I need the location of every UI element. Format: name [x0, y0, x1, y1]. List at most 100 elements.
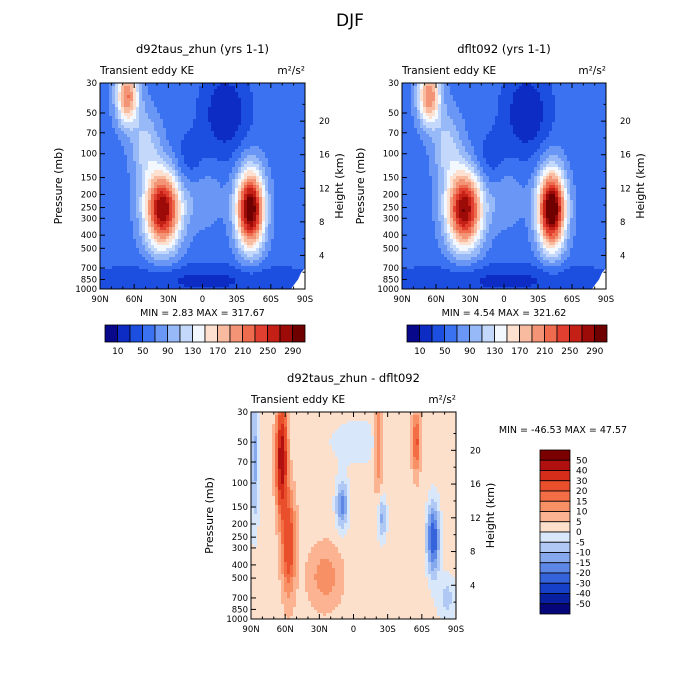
panel-title: dflt092 (yrs 1-1)	[457, 42, 551, 56]
colorbar-swatch	[539, 562, 571, 574]
panel-subtitle: Transient eddy KE	[99, 65, 194, 77]
colorbar-swatch	[581, 324, 595, 343]
y-axis-label-height: Height (km)	[484, 483, 497, 549]
main-title: DJF	[336, 11, 364, 31]
colorbar-label: 50	[137, 347, 149, 357]
pressure-tick-label: 1000	[75, 285, 97, 295]
colorbar-swatch	[419, 324, 433, 343]
colorbar-label: -5	[576, 538, 585, 548]
x-tick-label: 0	[200, 295, 205, 305]
panel-units: m²/s²	[578, 65, 606, 77]
colorbar-swatch	[531, 324, 545, 343]
x-tick-label: 30N	[461, 295, 478, 305]
y-axis-label-pressure: Pressure (mb)	[354, 148, 367, 225]
colorbar-label: 5	[576, 518, 582, 528]
colorbar-swatch	[204, 324, 218, 343]
colorbar-label: 10	[414, 347, 426, 357]
colorbar-swatch	[279, 324, 293, 343]
colorbar-label: 0	[576, 528, 582, 538]
topography-mask	[592, 268, 606, 289]
height-tick-label: 4	[319, 251, 324, 261]
pressure-tick-label: 70	[388, 129, 399, 139]
pressure-tick-label: 250	[81, 204, 97, 214]
colorbar-swatch	[506, 324, 520, 343]
pressure-tick-label: 150	[383, 174, 399, 184]
min-max-stats: MIN = 2.83 MAX = 317.67	[140, 308, 265, 319]
pressure-tick-label: 200	[81, 190, 97, 200]
colorbar-label: -15	[576, 559, 591, 569]
pressure-tick-label: 100	[383, 150, 399, 160]
colorbar-label: -10	[576, 549, 591, 559]
colorbar-swatch	[539, 511, 571, 523]
height-tick-label: 12	[319, 184, 330, 194]
x-tick-label: 60S	[564, 295, 580, 305]
pressure-tick-label: 70	[86, 129, 97, 139]
colorbar-label: 90	[162, 347, 174, 357]
height-tick-label: 4	[470, 581, 475, 591]
colorbar-swatch	[569, 324, 583, 343]
pressure-tick-label: 1000	[226, 615, 248, 625]
x-tick-label: 0	[501, 295, 506, 305]
colorbar-swatch	[539, 521, 571, 533]
pressure-tick-label: 500	[81, 244, 97, 254]
x-tick-label: 90S	[448, 625, 464, 635]
pressure-tick-label: 250	[383, 204, 399, 214]
colorbar-panel-1: 10 50 90 130 170 210 250 290 MIN = 2.83 MAX = 31…	[104, 308, 306, 357]
contour-fill-panel-2	[402, 83, 607, 290]
height-tick-label: 12	[470, 514, 481, 524]
colorbar-swatch	[431, 324, 445, 343]
x-tick-label: 60S	[263, 295, 279, 305]
colorbar-swatch	[539, 603, 571, 615]
x-tick-label: 90S	[598, 295, 614, 305]
contour-fill-panel-3	[251, 412, 457, 620]
pressure-tick-label: 50	[237, 438, 248, 448]
x-tick-label: 60N	[427, 295, 444, 305]
colorbar-swatch	[556, 324, 570, 343]
pressure-tick-label: 250	[232, 533, 248, 543]
colorbar-swatch	[594, 324, 608, 343]
min-max-stats: MIN = -46.53 MAX = 47.57	[499, 425, 627, 436]
colorbar-swatch	[539, 470, 571, 482]
x-tick-label: 60N	[126, 295, 143, 305]
height-tick-label: 8	[319, 218, 324, 228]
topography-mask	[291, 268, 305, 289]
colorbar-swatch	[142, 324, 156, 343]
x-tick-label: 60N	[277, 625, 294, 635]
colorbar-label: 130	[184, 347, 201, 357]
x-tick-label: 30S	[229, 295, 245, 305]
colorbar-label: 30	[576, 477, 588, 487]
pressure-tick-label: 300	[383, 214, 399, 224]
colorbar-swatch	[539, 552, 571, 564]
pressure-tick-label: 150	[81, 174, 97, 184]
colorbar-swatch	[539, 593, 571, 605]
colorbar-swatch	[444, 324, 458, 343]
colorbar-swatch	[539, 541, 571, 553]
height-tick-label: 8	[470, 548, 475, 558]
height-tick-label: 20	[470, 446, 481, 456]
height-tick-label: 16	[470, 480, 481, 490]
pressure-tick-label: 400	[383, 231, 399, 241]
colorbar-swatch	[267, 324, 281, 343]
colorbar-label: 90	[464, 347, 476, 357]
colorbar-swatch	[539, 572, 571, 584]
x-tick-label: 0	[351, 625, 356, 635]
height-tick-label: 16	[620, 151, 631, 161]
colorbar-label: 10	[112, 347, 124, 357]
x-tick-label: 90S	[297, 295, 313, 305]
pressure-tick-label: 850	[81, 275, 97, 285]
colorbar-label: 50	[439, 347, 451, 357]
colorbar-swatch	[539, 500, 571, 512]
panel-units: m²/s²	[277, 65, 305, 77]
colorbar-swatch	[129, 324, 143, 343]
colorbar-swatch	[179, 324, 193, 343]
colorbar-swatch	[539, 531, 571, 543]
x-tick-label: 30N	[311, 625, 328, 635]
pressure-tick-label: 100	[232, 479, 248, 489]
colorbar-label: -20	[576, 569, 591, 579]
pressure-tick-label: 400	[81, 231, 97, 241]
pressure-tick-label: 300	[81, 214, 97, 224]
pressure-tick-label: 30	[86, 79, 97, 89]
height-tick-label: 4	[620, 251, 625, 261]
colorbar-swatch	[254, 324, 268, 343]
pressure-tick-label: 850	[232, 605, 248, 615]
